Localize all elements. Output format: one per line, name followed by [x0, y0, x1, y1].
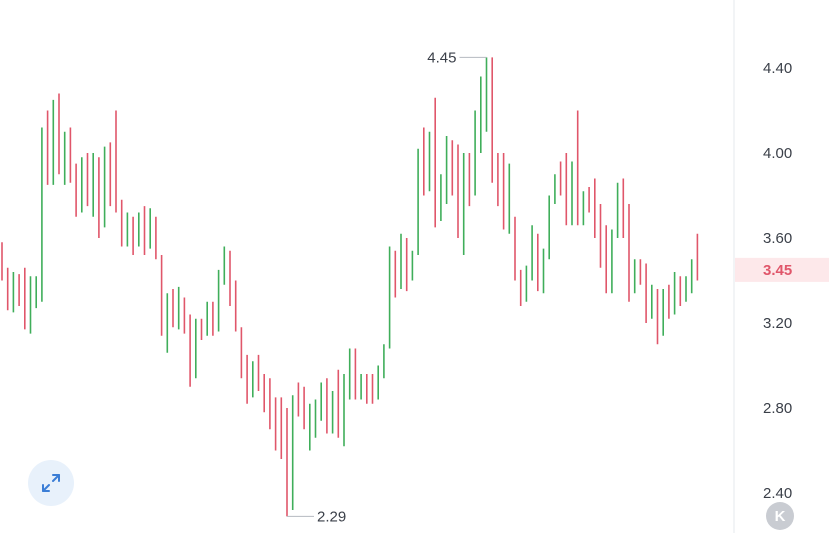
y-tick-label: 4.40: [763, 60, 792, 77]
high-marker-label: 4.45: [427, 49, 456, 66]
y-tick-label: 3.60: [763, 230, 792, 247]
last-price-label: 3.45: [763, 262, 792, 279]
expand-arrows-icon: [42, 474, 60, 492]
reset-view-icon: K: [774, 507, 786, 525]
bars-layer: [1, 57, 699, 517]
y-tick-label: 2.40: [763, 485, 792, 502]
last-price-badge: [735, 257, 829, 282]
y-tick-label: 3.20: [763, 315, 792, 332]
expand-button[interactable]: [28, 460, 74, 506]
y-tick-label: 2.80: [763, 400, 792, 417]
high-low-markers: 4.45 2.29: [287, 49, 487, 525]
y-tick-label: 4.00: [763, 145, 792, 162]
low-marker-label: 2.29: [317, 508, 346, 525]
y-axis: 4.40 4.00 3.60 3.20 2.80 2.40: [763, 60, 792, 502]
reset-view-button[interactable]: K: [766, 502, 794, 530]
